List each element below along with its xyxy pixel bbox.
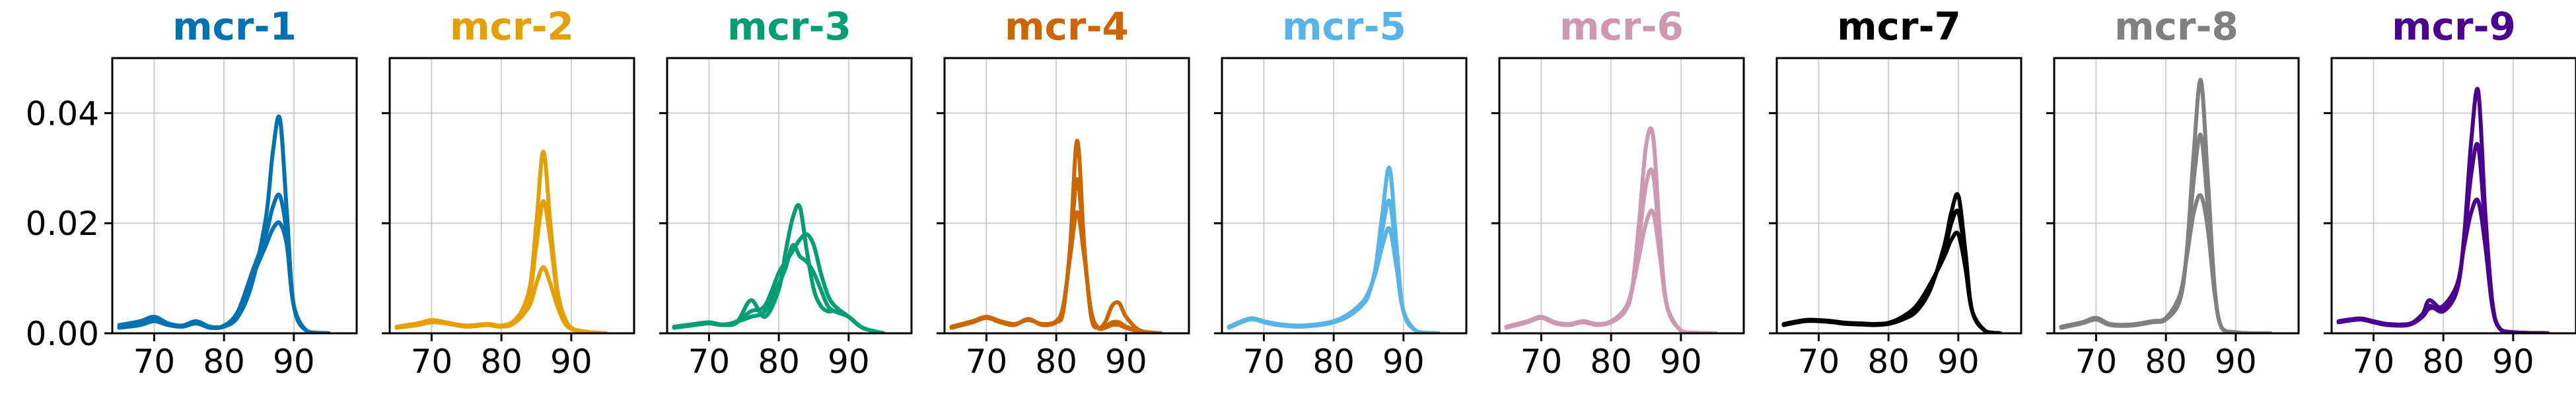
series-line-3 bbox=[1504, 167, 1718, 333]
panel-2: 70 80 90 mcr-2 bbox=[382, 4, 635, 381]
panel-4: 70 80 90 mcr-4 bbox=[937, 4, 1190, 381]
axes-frame bbox=[1498, 57, 1745, 335]
panel-title: mcr-1 bbox=[172, 4, 297, 49]
x-tick-label: 80 bbox=[1867, 343, 1910, 381]
panel-title: mcr-7 bbox=[1837, 4, 1961, 49]
panel-9: 70 80 90 mcr-9 bbox=[2324, 4, 2576, 381]
x-tick-label: 70 bbox=[1798, 343, 1840, 381]
x-tick-label: 70 bbox=[1521, 343, 1563, 381]
axes-frame bbox=[1775, 57, 2022, 335]
y-tick-label: 0.02 bbox=[26, 205, 99, 243]
series-group bbox=[2059, 78, 2273, 333]
x-tick-label: 90 bbox=[1937, 343, 1980, 381]
series-group bbox=[949, 139, 1163, 333]
series-line-3 bbox=[394, 265, 608, 333]
x-tick-label: 80 bbox=[758, 343, 800, 381]
series-group bbox=[2336, 86, 2550, 333]
x-tick-label: 90 bbox=[1105, 343, 1147, 381]
series-group bbox=[394, 149, 608, 333]
axes-frame bbox=[943, 57, 1190, 335]
x-tick-label: 80 bbox=[2145, 343, 2187, 381]
x-tick-label: 90 bbox=[273, 343, 315, 381]
x-tick-label: 70 bbox=[2353, 343, 2395, 381]
x-tick-label: 80 bbox=[1590, 343, 1632, 381]
panel-7: 70 80 90 mcr-7 bbox=[1769, 4, 2022, 381]
x-tick-label: 70 bbox=[2075, 343, 2118, 381]
x-tick-label: 90 bbox=[1382, 343, 1425, 381]
axes-frame bbox=[111, 57, 358, 335]
series-group bbox=[672, 203, 886, 333]
panel-title: mcr-6 bbox=[1559, 4, 1684, 49]
x-tick-label: 90 bbox=[2492, 343, 2534, 381]
x-tick-label: 80 bbox=[1312, 343, 1355, 381]
axes-frame bbox=[1221, 57, 1468, 335]
panel-8: 70 80 90 mcr-8 bbox=[2046, 4, 2300, 381]
panel-title: mcr-2 bbox=[450, 4, 574, 49]
series-group bbox=[117, 114, 331, 333]
x-tick-label: 70 bbox=[1243, 343, 1285, 381]
x-tick-label: 80 bbox=[203, 343, 245, 381]
x-tick-label: 70 bbox=[133, 343, 176, 381]
x-tick-label: 70 bbox=[411, 343, 453, 381]
series-group bbox=[1781, 192, 2003, 333]
axes-frame bbox=[388, 57, 635, 335]
x-tick-label: 90 bbox=[1660, 343, 1702, 381]
x-tick-label: 70 bbox=[688, 343, 731, 381]
series-line-3 bbox=[117, 220, 331, 333]
panel-title: mcr-3 bbox=[727, 4, 851, 49]
panel-title: mcr-8 bbox=[2114, 4, 2238, 49]
x-tick-label: 90 bbox=[828, 343, 870, 381]
series-group bbox=[1504, 126, 1718, 333]
series-line-3 bbox=[949, 177, 1163, 333]
panel-3: 70 80 90 mcr-3 bbox=[659, 4, 913, 381]
y-tick-label: 0.04 bbox=[26, 94, 99, 133]
series-line-3 bbox=[2059, 133, 2273, 333]
panel-6: 70 80 90 mcr-6 bbox=[1491, 4, 1745, 381]
x-tick-label: 90 bbox=[550, 343, 592, 381]
panel-1: 70 80 90 0.00 0.02 0.04 mcr-1 bbox=[26, 4, 358, 381]
x-tick-label: 80 bbox=[2422, 343, 2464, 381]
series-line-3 bbox=[1227, 198, 1441, 333]
series-group bbox=[1227, 165, 1441, 333]
series-line-3 bbox=[2336, 142, 2550, 333]
x-tick-label: 90 bbox=[2215, 343, 2257, 381]
axes-frame bbox=[2053, 57, 2300, 335]
panel-title: mcr-4 bbox=[1005, 4, 1129, 49]
x-tick-label: 80 bbox=[480, 343, 522, 381]
y-tick-label: 0.00 bbox=[26, 315, 99, 353]
series-line-3 bbox=[672, 243, 886, 333]
series-line-3 bbox=[1781, 209, 2003, 333]
x-tick-label: 80 bbox=[1035, 343, 1077, 381]
panel-title: mcr-5 bbox=[1282, 4, 1406, 49]
x-tick-label: 70 bbox=[966, 343, 1008, 381]
panel-title: mcr-9 bbox=[2392, 4, 2516, 49]
panel-5: 70 80 90 mcr-5 bbox=[1214, 4, 1468, 381]
axes-frame bbox=[666, 57, 913, 335]
axes-frame bbox=[2330, 57, 2576, 335]
